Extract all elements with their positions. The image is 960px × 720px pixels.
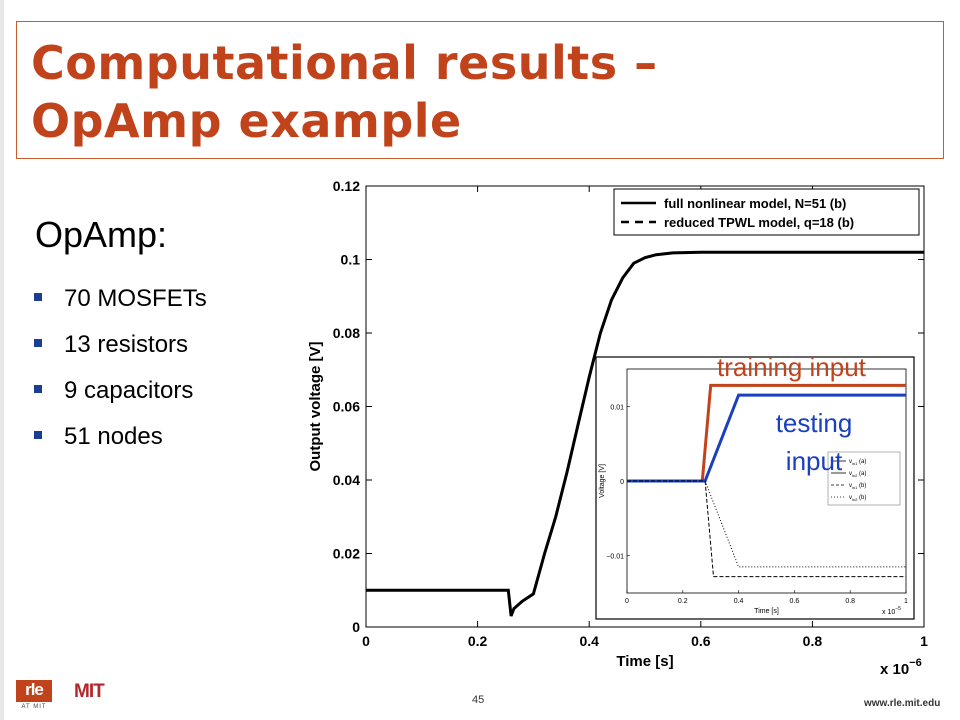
inset-legend-label: vin1 (b) bbox=[849, 483, 866, 490]
bullet-item: 70 MOSFETs bbox=[34, 276, 207, 322]
slide-title-line2: OpAmp example bbox=[31, 94, 462, 148]
left-edge-rule bbox=[0, 0, 4, 720]
main-y-tick-label: 0 bbox=[352, 619, 360, 635]
inset-y-tick-label: 0 bbox=[620, 479, 624, 486]
slide-title-line1: Computational results – bbox=[31, 36, 658, 90]
series-line-reduced-model bbox=[366, 251, 924, 617]
bullet-square-icon bbox=[34, 430, 42, 439]
main-x-tick-label: 1 bbox=[920, 633, 928, 649]
bullet-square-icon bbox=[34, 384, 42, 393]
main-x-multiplier: x 10−6 bbox=[880, 657, 922, 678]
subhead: OpAmp: bbox=[35, 214, 168, 255]
main-y-axis-label: Output voltage [V] bbox=[307, 342, 324, 472]
rle-logo-subtext: AT MIT bbox=[21, 704, 47, 710]
page-number: 45 bbox=[472, 694, 485, 706]
bullet-text: 9 capacitors bbox=[64, 377, 194, 404]
inset-legend-label: vin1 (a) bbox=[849, 459, 866, 466]
bullet-square-icon bbox=[34, 338, 42, 347]
main-x-tick-label: 0.6 bbox=[691, 633, 711, 649]
main-y-tick-label: 0.08 bbox=[333, 325, 360, 341]
testing-input-annotation-line1: testing bbox=[776, 408, 853, 438]
main-y-tick-label: 0.06 bbox=[333, 399, 360, 415]
inset-x-tick-label: 0.8 bbox=[845, 598, 855, 605]
main-y-tick-label: 0.1 bbox=[341, 252, 361, 268]
bullet-text: 13 resistors bbox=[64, 331, 189, 358]
slide-title: Computational results – OpAmp example bbox=[31, 34, 658, 150]
title-box: Computational results – OpAmp example bbox=[16, 21, 944, 159]
bullet-item: 51 nodes bbox=[34, 414, 207, 460]
inset-legend: vin1 (a) vin2 (a) vin1 (b) vin2 (b) bbox=[827, 451, 901, 506]
testing-input-annotation-line2: input bbox=[786, 446, 843, 476]
bullet-square-icon bbox=[34, 292, 42, 301]
inset-x-multiplier: x 10−5 bbox=[882, 606, 901, 616]
bullet-list: 70 MOSFETs 13 resistors 9 capacitors 51 … bbox=[34, 276, 207, 460]
main-legend-label: full nonlinear model, N=51 (b) bbox=[664, 196, 846, 211]
mit-logo: MIT bbox=[74, 681, 105, 702]
footer-url: www.rle.mit.edu bbox=[864, 698, 941, 709]
main-x-tick-label: 0 bbox=[362, 633, 370, 649]
inset-x-tick-label: 0 bbox=[625, 598, 629, 605]
inset-legend-label: vin2 (a) bbox=[849, 471, 866, 478]
inset-x-tick-label: 0.4 bbox=[734, 598, 744, 605]
main-legend: full nonlinear model, N=51 (b) reduced TP… bbox=[613, 188, 920, 236]
main-legend-label: reduced TPWL model, q=18 (b) bbox=[664, 215, 854, 230]
inset-y-tick-label: 0.01 bbox=[610, 404, 624, 411]
bullet-item: 13 resistors bbox=[34, 322, 207, 368]
inset-x-tick-label: 0.2 bbox=[678, 598, 688, 605]
inset-y-axis-label: Voltage [V] bbox=[599, 464, 606, 498]
main-y-tick-label: 0.02 bbox=[333, 546, 360, 562]
main-x-axis-label: Time [s] bbox=[616, 653, 673, 670]
inset-y-tick-label: −0.01 bbox=[606, 554, 624, 561]
main-legend-box bbox=[613, 188, 920, 236]
inset-chart: 0 0.2 0.4 0.6 0.8 1 −0.01 0 0.01 Time [s] Voltage … bbox=[595, 356, 915, 620]
main-x-tick-label: 0.2 bbox=[468, 633, 488, 649]
bullet-text: 70 MOSFETs bbox=[64, 285, 207, 312]
training-input-annotation: training input bbox=[717, 352, 867, 382]
main-x-tick-label: 0.4 bbox=[579, 633, 599, 649]
inset-series-line-3 bbox=[627, 480, 906, 568]
main-x-tick-label: 0.8 bbox=[803, 633, 823, 649]
bullet-item: 9 capacitors bbox=[34, 368, 207, 414]
inset-x-tick-label: 1 bbox=[904, 598, 908, 605]
rle-logo: rle bbox=[16, 680, 52, 702]
inset-x-axis-label: Time [s] bbox=[754, 608, 779, 615]
bullet-text: 51 nodes bbox=[64, 423, 163, 450]
inset-legend-label: vin2 (b) bbox=[849, 495, 866, 502]
inset-x-tick-label: 0.6 bbox=[790, 598, 800, 605]
main-y-tick-label: 0.04 bbox=[333, 472, 360, 488]
main-y-tick-label: 0.12 bbox=[333, 178, 360, 194]
